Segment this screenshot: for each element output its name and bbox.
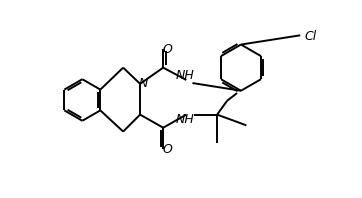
Text: O: O	[162, 143, 172, 156]
Text: Cl: Cl	[305, 30, 317, 43]
Text: O: O	[162, 43, 172, 56]
Text: N: N	[139, 77, 148, 89]
Text: NH: NH	[175, 69, 194, 82]
Text: NH: NH	[175, 113, 194, 126]
